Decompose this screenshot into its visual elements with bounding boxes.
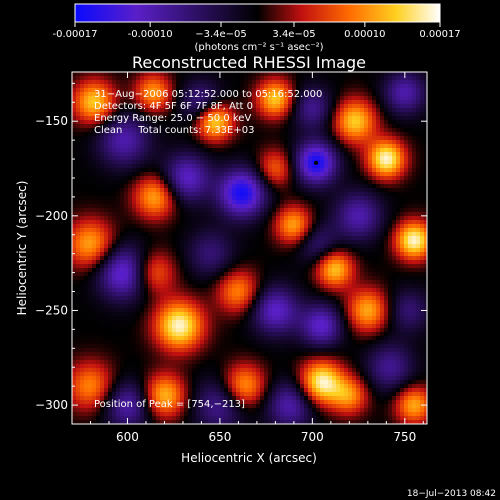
x-tick-label: 750 — [393, 430, 416, 444]
colorbar-tick-label: 0.00010 — [344, 29, 385, 40]
annotation-peak-position: Position of Peak = [754,−213] — [94, 399, 245, 410]
colorbar-tick-label: −3.4e−05 — [195, 29, 247, 40]
annotation-clean: Clean Total counts: 7.33E+03 — [94, 125, 254, 136]
y-tick-label: −150 — [35, 114, 68, 128]
colorbar-tick-label: 0.00017 — [419, 29, 460, 40]
x-axis-label: Heliocentric X (arcsec) — [181, 451, 317, 465]
x-tick-label: 600 — [116, 430, 139, 444]
footer-timestamp: 18−Jul−2013 08:42 — [407, 489, 496, 499]
plot-area: 600 650 700 750 −150 −200 −250 −300 — [35, 71, 428, 444]
plot-frame — [71, 71, 428, 425]
y-tick-label: −250 — [35, 303, 68, 317]
annotation-energy: Energy Range: 25.0 − 50.0 keV — [94, 113, 251, 124]
colorbar-unit-label: (photons cm⁻² s⁻¹ asec⁻²) — [194, 42, 323, 53]
y-tick-label: −200 — [35, 209, 68, 223]
x-tick-label: 650 — [208, 430, 231, 444]
peak-marker — [314, 160, 319, 165]
y-axis-ticks: −150 −200 −250 −300 — [35, 82, 427, 412]
colorbar: -0.00017 -0.00010 −3.4e−05 3.4e−05 0.00010 0.… — [53, 3, 461, 53]
colorbar-tick-label: 3.4e−05 — [272, 29, 315, 40]
chart-title: Reconstructed RHESSI Image — [132, 53, 366, 72]
x-axis-ticks: 600 650 700 750 — [89, 72, 424, 444]
colorbar-tick-label: -0.00010 — [128, 29, 173, 40]
y-axis-label: Heliocentric Y (arcsec) — [15, 181, 29, 316]
annotations: 31−Aug−2006 05:12:52.000 to 05:16:52.000… — [94, 89, 322, 410]
heatmap-image — [72, 72, 427, 424]
annotation-time: 31−Aug−2006 05:12:52.000 to 05:16:52.000 — [94, 89, 322, 100]
y-tick-label: −300 — [35, 398, 68, 412]
x-tick-label: 700 — [301, 430, 324, 444]
colorbar-gradient — [74, 3, 441, 23]
annotation-detectors: Detectors: 4F 5F 6F 7F 8F, Att 0 — [94, 101, 253, 112]
colorbar-tick-label: -0.00017 — [53, 29, 98, 40]
colorbar-ticks: -0.00017 -0.00010 −3.4e−05 3.4e−05 0.00010 0.… — [53, 22, 461, 40]
